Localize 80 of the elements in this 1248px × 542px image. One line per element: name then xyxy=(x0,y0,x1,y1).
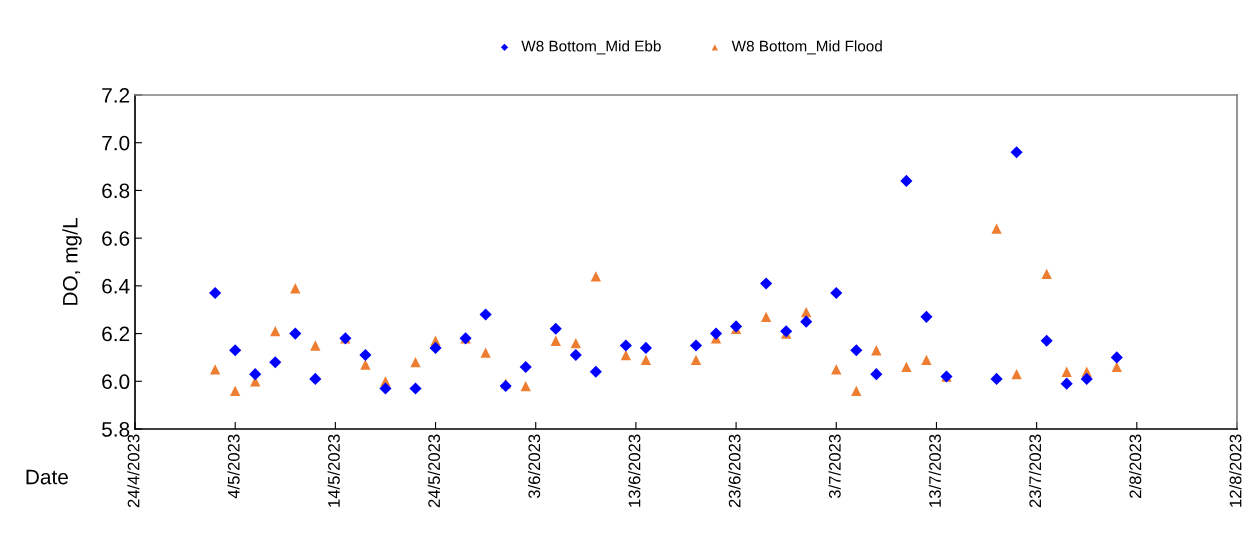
x-tick-label: 23/7/2023 xyxy=(1028,434,1042,508)
x-tick-label: 2/8/2023 xyxy=(1129,434,1142,498)
point xyxy=(1040,334,1053,347)
point xyxy=(309,372,322,385)
point xyxy=(1060,377,1073,390)
legend-label: W8 Bottom_Mid Ebb xyxy=(521,40,661,55)
point xyxy=(1041,268,1052,280)
point xyxy=(310,340,321,351)
point xyxy=(570,337,581,349)
x-tick-label: 3/6/2023 xyxy=(527,434,541,499)
point xyxy=(480,347,491,358)
y-tick-label: 7.0 xyxy=(102,135,130,151)
point xyxy=(639,341,652,354)
point xyxy=(230,385,241,396)
point xyxy=(249,368,262,381)
point xyxy=(831,364,842,375)
point xyxy=(920,310,933,323)
point xyxy=(519,360,532,374)
point xyxy=(589,365,602,378)
y-tick-label: 6.6 xyxy=(102,231,130,246)
point xyxy=(1111,361,1122,373)
point xyxy=(549,322,562,335)
legend-label: W8 Bottom_Mid Flood xyxy=(731,40,882,55)
point xyxy=(569,348,582,362)
point xyxy=(289,327,302,340)
point xyxy=(410,357,421,368)
point xyxy=(479,308,492,321)
point xyxy=(499,380,512,393)
point xyxy=(921,354,932,365)
point xyxy=(800,315,813,328)
point xyxy=(379,382,392,395)
y-tick-label: 6.8 xyxy=(102,183,130,199)
point xyxy=(851,385,862,396)
x-tick-label: 23/6/2023 xyxy=(728,434,741,508)
point xyxy=(229,344,242,357)
point xyxy=(1011,368,1022,380)
x-tick-label: 24/5/2023 xyxy=(427,434,441,508)
point xyxy=(590,271,601,282)
point xyxy=(991,223,1002,234)
point xyxy=(550,335,561,346)
point xyxy=(360,359,371,370)
point xyxy=(1080,372,1093,385)
point xyxy=(1110,351,1123,364)
point xyxy=(409,382,422,395)
point xyxy=(429,341,442,354)
point xyxy=(830,286,843,300)
x-axis-title: Date xyxy=(26,469,68,485)
point xyxy=(269,356,282,369)
point xyxy=(1010,146,1023,159)
point xyxy=(1061,366,1072,377)
point xyxy=(901,361,912,373)
point xyxy=(850,344,863,357)
y-tick-label: 6.4 xyxy=(102,278,130,294)
point xyxy=(689,339,703,352)
point xyxy=(209,286,222,300)
y-tick-label: 6.0 xyxy=(102,374,130,390)
point xyxy=(900,174,913,187)
point xyxy=(990,372,1003,385)
x-tick-label: 3/7/2023 xyxy=(828,434,841,499)
point xyxy=(710,327,723,340)
point xyxy=(871,345,882,356)
point xyxy=(760,277,773,290)
point xyxy=(210,364,221,375)
y-tick-label: 6.2 xyxy=(102,326,130,342)
x-tick-label: 12/8/2023 xyxy=(1229,434,1242,507)
point xyxy=(520,380,531,392)
y-axis-title: DO, mg/L xyxy=(62,218,82,305)
point xyxy=(690,354,702,365)
point xyxy=(761,311,772,323)
point xyxy=(619,339,632,352)
point xyxy=(640,354,652,365)
point xyxy=(801,306,812,318)
x-tick-label: 13/7/2023 xyxy=(928,434,941,507)
point xyxy=(270,326,281,337)
point xyxy=(870,368,883,381)
x-tick-label: 13/6/2023 xyxy=(628,434,641,507)
y-tick-label: 7.2 xyxy=(102,88,130,103)
x-tick-label: 4/5/2023 xyxy=(227,434,240,499)
point xyxy=(359,348,372,362)
x-tick-label: 14/5/2023 xyxy=(327,434,340,507)
